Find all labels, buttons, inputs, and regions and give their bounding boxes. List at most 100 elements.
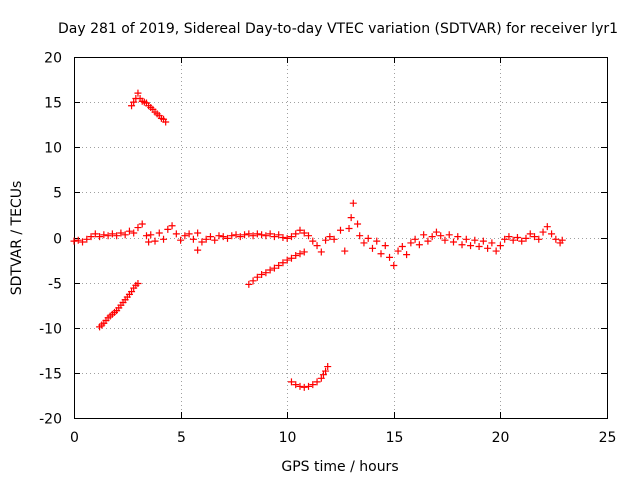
data-point — [164, 225, 172, 233]
data-point — [121, 231, 129, 239]
y-tick-label: -5 — [48, 277, 62, 293]
data-point — [142, 232, 150, 240]
data-point — [479, 237, 487, 245]
data-point — [160, 235, 168, 243]
data-point — [283, 234, 291, 242]
data-point — [96, 233, 104, 241]
data-point — [245, 280, 253, 288]
y-tick-label: 15 — [44, 96, 62, 112]
x-tick-label: 0 — [70, 430, 79, 446]
data-point — [518, 237, 526, 245]
data-point — [390, 261, 398, 269]
data-point — [245, 230, 253, 238]
data-point — [449, 238, 457, 246]
data-point — [283, 256, 291, 264]
data-point — [324, 363, 332, 371]
data-point — [305, 382, 313, 390]
data-point — [151, 237, 159, 245]
data-point — [505, 233, 513, 241]
data-point — [258, 231, 266, 239]
data-point — [266, 266, 274, 274]
data-point — [279, 234, 287, 241]
data-point — [91, 230, 99, 238]
data-point — [462, 235, 470, 243]
data-point — [309, 381, 317, 389]
data-point — [172, 230, 180, 238]
data-point — [253, 230, 261, 238]
series-upper-arc — [128, 89, 170, 126]
data-point — [202, 235, 210, 243]
data-point — [249, 232, 257, 240]
series-lower-left-ramp — [96, 280, 142, 331]
data-point — [300, 229, 308, 237]
data-point — [138, 220, 146, 228]
series-middle-ramp — [245, 248, 308, 288]
data-point — [236, 233, 244, 241]
data-point — [420, 231, 428, 239]
data-point — [326, 233, 334, 241]
y-tick-label: -10 — [39, 322, 62, 338]
data-point — [215, 232, 223, 240]
data-point — [292, 381, 300, 389]
data-point — [147, 231, 155, 239]
data-point — [125, 227, 133, 235]
data-point — [279, 259, 287, 267]
data-point — [134, 89, 142, 97]
data-point — [305, 232, 313, 240]
data-point — [454, 233, 462, 241]
y-axis-label: SDTVAR / TECUs — [9, 181, 25, 296]
data-point — [513, 234, 521, 241]
data-point — [354, 220, 362, 228]
data-point — [258, 271, 266, 279]
data-point — [287, 233, 295, 241]
data-point — [206, 233, 214, 241]
data-point — [322, 236, 330, 244]
data-point — [475, 243, 483, 251]
data-point — [194, 229, 202, 237]
y-tick-label: 0 — [53, 232, 62, 248]
data-point — [300, 383, 308, 391]
x-tick-label: 5 — [177, 430, 186, 446]
data-point — [262, 269, 270, 277]
data-point — [531, 233, 539, 241]
data-point — [134, 224, 142, 232]
data-point — [526, 230, 534, 238]
data-point — [411, 235, 419, 243]
data-point — [349, 199, 357, 207]
data-point — [253, 273, 261, 281]
data-point — [317, 248, 325, 256]
data-point — [441, 236, 449, 244]
data-point — [74, 236, 82, 244]
y-tick-label: 5 — [53, 186, 62, 202]
data-point — [300, 248, 308, 256]
data-point — [467, 242, 475, 250]
grid-lines — [74, 57, 607, 418]
data-point — [194, 246, 202, 254]
data-point — [155, 229, 163, 237]
series-bottom-arc — [287, 363, 332, 391]
data-point — [386, 253, 394, 261]
data-point — [287, 254, 295, 262]
data-point — [70, 237, 78, 245]
data-point — [364, 234, 372, 242]
data-point — [198, 238, 206, 246]
data-point — [496, 242, 504, 250]
data-point — [492, 247, 500, 255]
data-point — [558, 236, 566, 244]
data-point — [262, 232, 270, 240]
data-point — [177, 236, 185, 244]
data-point — [488, 239, 496, 247]
data-point — [266, 230, 274, 238]
data-point — [535, 235, 543, 243]
data-point — [403, 251, 411, 259]
data-point — [341, 247, 349, 255]
data-point — [394, 247, 402, 255]
y-tick-label: 20 — [44, 51, 62, 67]
data-point — [292, 230, 300, 238]
data-point — [134, 280, 142, 288]
series-main-near-zero-track — [70, 199, 566, 269]
x-tick-label: 20 — [492, 430, 510, 446]
data-point — [522, 234, 530, 242]
data-point — [445, 231, 453, 239]
